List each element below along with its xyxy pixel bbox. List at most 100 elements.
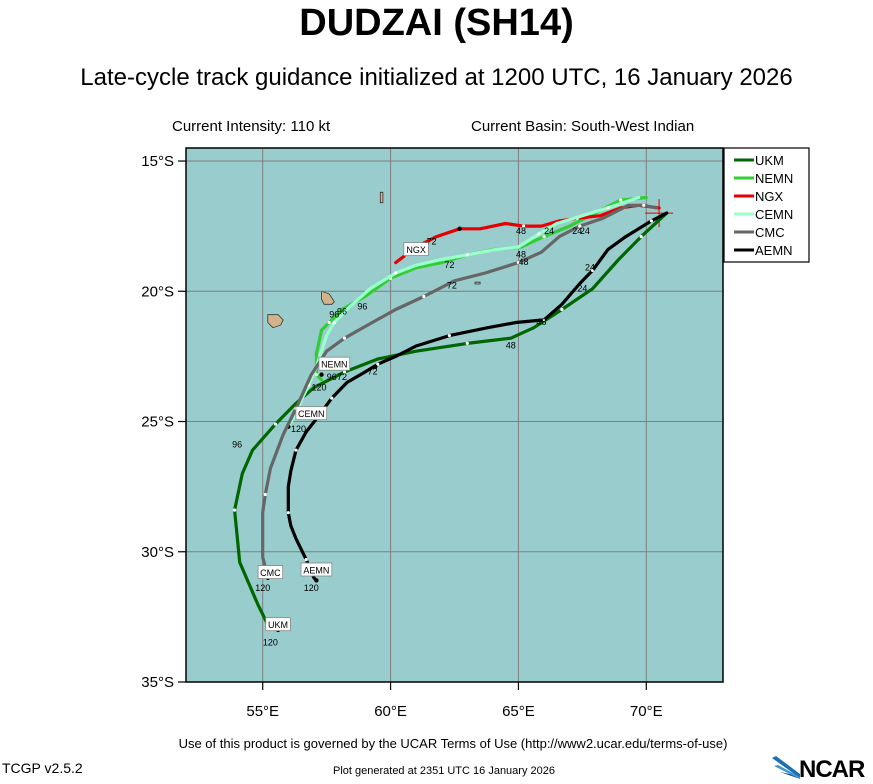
track-marker-nemn [319, 372, 324, 377]
ncar-logo-icon [772, 756, 800, 779]
tick-label-lat: 15°S [141, 153, 174, 170]
ncar-logo-text: NCAR [799, 756, 865, 783]
end-box-ukm [265, 617, 291, 632]
hour-label-aemn: 96 [327, 372, 337, 382]
hour-label-ukm: 96 [232, 440, 242, 450]
track-point-aemn [286, 511, 290, 515]
end-label-ukm: UKM [268, 620, 288, 630]
end-box-nemn [318, 356, 351, 371]
hour-label-aemn: 72 [368, 367, 378, 377]
hour-label-aemn: 48 [536, 317, 546, 327]
end-label-nemn: NEMN [321, 360, 348, 370]
track-marker-aemn [314, 578, 319, 583]
land-mauritius [321, 290, 335, 305]
end-box-cemn [295, 406, 328, 421]
track-point-nemn [314, 373, 319, 377]
tick-label-lat: 25°S [141, 414, 174, 431]
legend-label-aemn: AEMN [755, 243, 793, 258]
hour-label-ngx: 72 [426, 236, 436, 246]
track-point-nemn [327, 320, 331, 325]
hour-label-ngx: 48 [516, 226, 526, 236]
map-frame [185, 147, 724, 683]
legend-box [723, 147, 810, 263]
land-reunion [267, 314, 284, 329]
ocean-background [186, 148, 723, 682]
tick-label-lon: 70°E [630, 703, 663, 720]
hour-label-cemn: 120 [291, 424, 306, 434]
track-point-ngx [521, 224, 526, 228]
tick-label-lat: 20°S [141, 283, 174, 300]
hour-label-nemn: 24 [580, 226, 590, 236]
end-box-cmc [257, 565, 284, 579]
land-rodrigues [474, 281, 481, 285]
legend-label-cemn: CEMN [755, 207, 793, 222]
map-title: DUDZAI (SH14) [299, 2, 574, 44]
end-label-aemn: AEMN [303, 565, 329, 575]
legend-label-ukm: UKM [755, 153, 784, 168]
hour-label-nemn: 48 [516, 249, 526, 259]
tick-label-lon: 60°E [374, 703, 407, 720]
hour-label-cmc: 120 [255, 583, 270, 593]
end-box-aemn [300, 562, 333, 577]
land-layer [267, 191, 481, 329]
hour-label-nemn: 120 [311, 382, 326, 392]
track-point-nemn [542, 234, 546, 239]
tick-label-lat: 30°S [141, 544, 174, 561]
track-point-cemn [537, 232, 541, 236]
legend-label-nemn: NEMN [755, 171, 793, 186]
grid-lines [186, 148, 723, 683]
legend-label-cmc: CMC [755, 225, 785, 240]
track-point-ukm [465, 341, 469, 345]
track-aemn [286, 211, 669, 583]
current-basin: Current Basin: South-West Indian [471, 118, 695, 135]
track-cemn [286, 195, 641, 429]
end-box-ngx [403, 242, 429, 256]
hour-label-ukm: 48 [506, 341, 516, 351]
track-cmc [261, 203, 659, 580]
hour-label-cmc: 96 [357, 302, 367, 312]
generated-timestamp: Plot generated at 2351 UTC 16 January 20… [333, 765, 555, 777]
track-point-ukm [639, 234, 643, 239]
hour-label-ukm: 120 [263, 638, 278, 648]
track-point-ukm [232, 508, 237, 512]
end-label-cmc: CMC [260, 568, 281, 578]
axis-layer: 55°E 60°E 65°E 70°E 15°S 20°S 25°S 30°S 35°S [141, 153, 662, 720]
track-point-aemn [447, 333, 451, 338]
current-intensity: Current Intensity: 110 kt [172, 118, 331, 135]
hour-label-ukm: 24 [577, 283, 587, 293]
track-marker-ngx [457, 226, 462, 231]
track-point-aemn [304, 557, 308, 562]
track-point-cmc [342, 336, 347, 340]
track-point-cemn [606, 206, 610, 210]
map-subtitle: Late-cycle track guidance initialized at… [80, 64, 793, 91]
track-nemn [314, 195, 648, 382]
track-point-aemn [542, 318, 546, 322]
track-point-ukm [273, 422, 278, 426]
track-point-aemn [294, 448, 298, 452]
track-point-aemn [649, 219, 654, 223]
land-cargados [379, 191, 384, 204]
hour-label-nemn: 96 [329, 309, 339, 319]
track-point-aemn [330, 396, 334, 400]
track-point-nemn [619, 198, 623, 202]
track-point-cmc [642, 203, 646, 207]
hour-label-aemn: 24 [585, 262, 595, 272]
track-map: 24487296120UKM24487296120NEMN244872NGX96… [141, 147, 810, 720]
hour-label-cmc: 24 [572, 226, 582, 236]
legend-label-ngx: NGX [755, 189, 784, 204]
track-marker-aemn [373, 364, 378, 370]
hour-label-aemn: 120 [304, 583, 319, 593]
track-layer: 24487296120UKM24487296120NEMN244872NGX96… [232, 195, 674, 648]
track-point-ukm [342, 370, 347, 374]
hour-label-nemn: 72 [444, 260, 454, 270]
track-point-cemn [332, 320, 336, 325]
track-point-aemn [376, 362, 380, 366]
version-label: TCGP v2.5.2 [2, 760, 83, 776]
track-point-aemn [590, 268, 595, 273]
hour-label-ngx: 24 [544, 226, 554, 236]
terms-of-use: Use of this product is governed by the U… [178, 736, 728, 751]
track-point-cemn [394, 271, 398, 275]
hour-label-cemn: 96 [337, 307, 347, 317]
tick-label-lon: 65°E [502, 703, 535, 720]
track-point-cemn [465, 253, 469, 257]
